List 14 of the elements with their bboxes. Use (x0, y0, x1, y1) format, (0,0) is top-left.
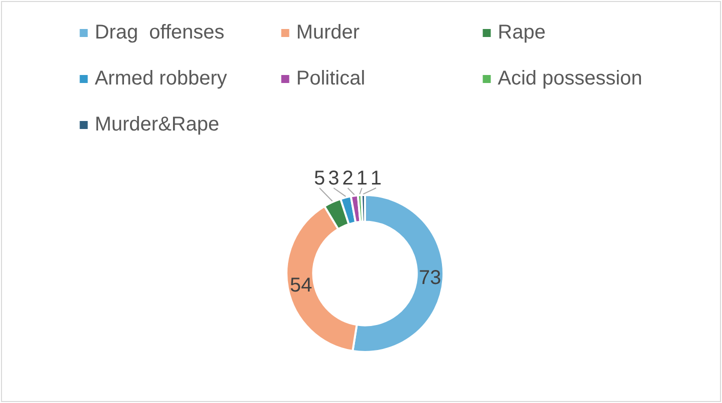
data-label: 73 (418, 267, 442, 290)
legend-label: Murder&Rape (94, 114, 220, 136)
legend-label: Acid possession (498, 68, 642, 90)
data-label: 2 (342, 168, 354, 190)
data-label: 5 (314, 168, 326, 190)
legend-label: Armed robbery (94, 68, 227, 90)
data-label: 1 (370, 168, 382, 190)
legend-label: Drag offenses (94, 22, 224, 44)
legend-label: Murder (296, 22, 360, 44)
legend-label: Rape (498, 22, 546, 44)
data-label: 3 (328, 168, 340, 190)
data-label: 1 (356, 168, 368, 190)
data-label: 54 (290, 274, 312, 296)
legend-label: Political (296, 68, 366, 90)
